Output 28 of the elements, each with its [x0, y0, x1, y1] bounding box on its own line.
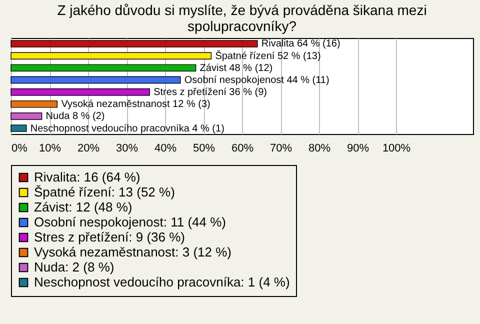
x-tick-label: 30%: [116, 142, 138, 154]
x-tick-label: 60%: [231, 142, 254, 154]
legend-label: Neschopnost vedoucího pracovníka: 1 (4 %): [34, 274, 290, 290]
data-label: Špatné řízení 52 % (13): [215, 50, 321, 62]
legend-label: Závist: 12 (48 %): [34, 200, 132, 214]
legend-label: Špatné řízení: 13 (52 %): [34, 184, 175, 200]
data-label: Rivalita 64 % (16): [261, 38, 340, 50]
legend-label: Osobní nespokojenost: 11 (44 %): [34, 214, 226, 230]
legend-label: Rivalita: 16 (64 %): [34, 170, 140, 184]
legend-label: Nuda: 2 (8 %): [34, 260, 114, 274]
x-tick-label: 0%: [12, 142, 28, 154]
x-tick-label: 50%: [192, 142, 216, 154]
data-label: Neschopnost vedoucího pracovníka 4 % (1): [30, 123, 224, 134]
legend-label: Vysoká nezaměstnanost: 3 (12 %): [34, 244, 232, 260]
x-tick-label: 10%: [38, 142, 62, 154]
legend-label: Stres z přetížení: 9 (36 %): [34, 230, 186, 244]
x-tick-label: 20%: [77, 142, 100, 154]
data-label: Nuda 8 % (2): [46, 111, 105, 122]
x-tick-label: 100%: [382, 142, 411, 154]
x-tick-label: 40%: [154, 142, 177, 154]
data-label: Stres z přetížení 36 % (9): [154, 87, 267, 98]
data-label: Závist 48 % (12): [200, 62, 273, 74]
x-tick-label: 70%: [270, 142, 292, 154]
x-tick-label: 90%: [346, 142, 370, 154]
data-label: Osobní nespokojenost 44 % (11): [184, 74, 330, 86]
chart-title: Z jakého důvodu si myslíte, že bývá prováděna šikana mezi spolupracovníky?: [57, 2, 427, 34]
x-tick-label: 80%: [308, 142, 331, 154]
data-label: Vysoká nezaměstnanost 12 % (3): [61, 99, 210, 110]
